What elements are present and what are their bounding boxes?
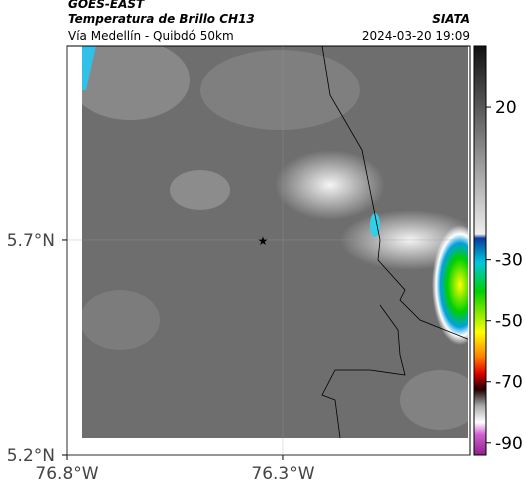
colorbar-label: -50 [495,312,523,332]
y-tick-label: 5.7°N [7,231,55,251]
y-tick-label: 5.2°N [7,446,55,466]
colorbar-label: -70 [495,373,523,393]
colorbar-label: -30 [495,251,523,271]
org: SIATA [432,12,470,26]
datetime: 2024-03-20 19:09 [362,29,470,43]
x-tick-label: 76.3°W [251,464,314,484]
colorbar-label: -90 [495,434,523,454]
location-marker: ★ [258,234,269,248]
x-tick-label: 76.8°W [35,464,98,484]
source: GOES-EAST [68,0,145,11]
satellite-image [82,46,468,438]
title: Temperatura de Brillo CH13 [68,12,255,26]
colorbar [473,45,487,456]
colorbar-label: 20 [495,98,517,118]
route: Vía Medellín - Quibdó 50km [68,29,234,43]
